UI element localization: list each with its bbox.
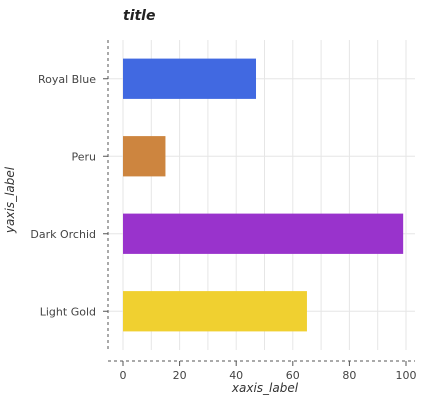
x-tick-label: 40 [229, 369, 243, 382]
x-axis-title: xaxis_label [231, 381, 299, 395]
y-tick-label: Light Gold [40, 305, 96, 318]
x-tick-label: 60 [286, 369, 300, 382]
chart-title: title [123, 8, 155, 24]
x-tick-label: 20 [173, 369, 187, 382]
y-axis-title: yaxis_label [3, 166, 17, 234]
bar-dark-orchid [123, 213, 404, 254]
y-tick-label: Royal Blue [38, 73, 96, 86]
x-tick-label: 80 [342, 369, 356, 382]
bars [123, 58, 404, 332]
bar-royal-blue [123, 58, 257, 99]
bar-light-gold [123, 291, 307, 332]
bar-peru [123, 136, 166, 177]
x-tick-label: 100 [396, 369, 417, 382]
x-tick-label: 0 [120, 369, 127, 382]
axes: Light Gold Dark Orchid Peru Royal Blue 0 20 40… [30, 40, 417, 382]
y-tick-label: Peru [71, 150, 96, 163]
y-tick-label: Dark Orchid [30, 228, 96, 241]
